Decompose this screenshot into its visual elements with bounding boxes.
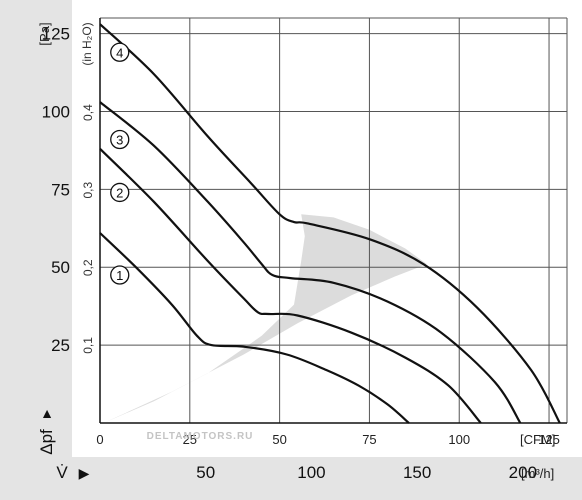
y-tick-label-inh2o: 0,2 [81,259,95,276]
y-axis-symbol: Δpf [37,429,56,455]
curve-marker-circle [110,129,130,150]
x-tick-label-cfm: 100 [448,432,470,447]
y-unit-inh2o-label: (in H₂O) [80,22,94,65]
x-axis-arrow-icon: ▶ [79,465,90,481]
left-gray-bar [0,0,72,500]
x-tick-label-cfm: 25 [183,432,197,447]
curve-marker-label: 1 [116,268,123,283]
x-tick-label-cfm: 125 [538,432,560,447]
y-tick-label-inh2o: 0,1 [81,337,95,354]
curve-marker-circle [110,182,130,203]
curve-markers: 1 2 3 4 [110,42,130,285]
x-tick-label-cfm: 50 [272,432,286,447]
y-tick-label-inh2o: 0,4 [81,104,95,121]
operating-band [103,214,427,423]
x-tick-label-cfm: 0 [96,432,103,447]
y-tick-label-pa: 75 [51,180,70,199]
curve-4 [99,23,561,424]
curve-1 [99,232,410,424]
y-tick-label-inh2o: 0,3 [81,182,95,199]
y-tick-label-pa: 25 [51,336,70,355]
x-tick-label-m3h: 100 [297,463,325,482]
curve-marker-label: 3 [116,133,123,148]
curve-3 [99,101,522,424]
x-tick-label-cfm: 75 [362,432,376,447]
x-unit-cfm-label: [CFM] [520,432,555,447]
y-tick-label-pa: 100 [42,102,70,121]
axes: 25 50 75 100 125 0,1 0,2 0,3 0,4 0 25 50 75 100 125 50 1… [42,18,567,482]
x-axis-symbol: V̇ [56,463,68,482]
watermark-logo: DELTAMOTORS.RU [147,431,254,442]
bottom-gray-bar [0,457,582,500]
y-axis-arrow-icon: ▲ [40,405,54,421]
x-unit-m3h-label: [m³/h] [521,466,554,481]
x-tick-label-m3h: 200 [509,463,537,482]
y-tick-label-pa: 125 [42,25,70,44]
curve-marker-label: 4 [116,45,123,60]
curve-marker-circle [110,265,130,285]
curves [99,23,561,424]
operating-band-area [103,214,427,423]
y-tick-label-pa: 50 [51,258,70,277]
curve-2 [99,148,482,424]
x-tick-label-m3h: 50 [196,463,215,482]
y-unit-pa-label: [Pa] [37,22,52,45]
curve-marker-circle [110,42,130,62]
grid [100,17,568,423]
x-tick-label-m3h: 150 [403,463,431,482]
curve-marker-label: 2 [116,185,123,200]
